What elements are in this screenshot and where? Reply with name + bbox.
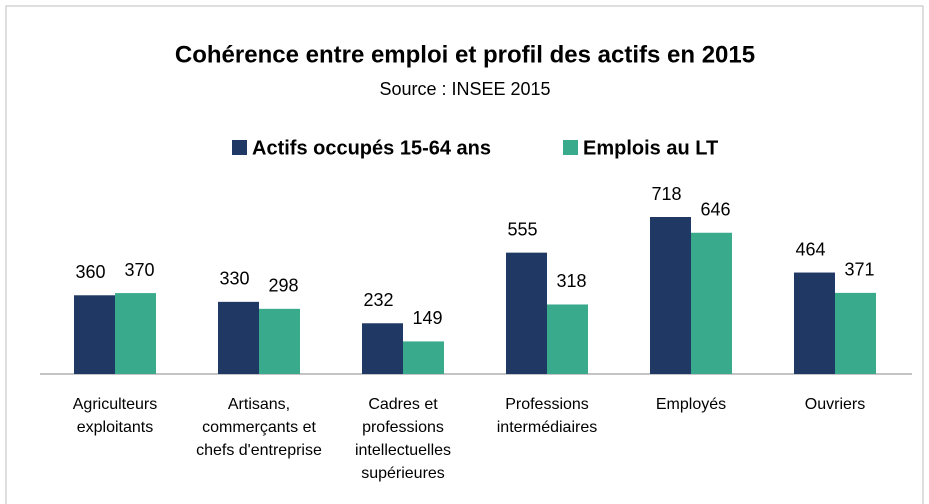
- data-label: 360: [75, 262, 105, 282]
- bar: [218, 301, 259, 374]
- data-label: 555: [507, 219, 537, 239]
- x-tick-label: Employés: [655, 396, 727, 413]
- data-label: 646: [700, 199, 730, 219]
- x-tick-label: Artisans, commerçants et chefs d'entrepr…: [196, 396, 322, 459]
- legend-swatch: [232, 140, 247, 155]
- bar: [794, 272, 835, 374]
- bar: [74, 295, 115, 374]
- data-label: 232: [363, 290, 393, 310]
- bar: [362, 323, 403, 374]
- bar: [547, 304, 588, 374]
- data-label: 371: [844, 260, 874, 280]
- bar: [691, 232, 732, 374]
- data-label: 370: [124, 260, 154, 280]
- data-label: 718: [651, 184, 681, 204]
- x-tick-label: Cadres et professions intellectuelles su…: [354, 396, 452, 482]
- bar: [259, 308, 300, 374]
- frame: [5, 5, 924, 504]
- data-label: 318: [556, 271, 586, 291]
- bar: [115, 293, 156, 374]
- bar: [650, 217, 691, 374]
- chart-title: Cohérence entre emploi et profil des act…: [175, 41, 755, 68]
- x-tick-label: Agriculteurs exploitants: [72, 396, 158, 436]
- bar: [403, 341, 444, 374]
- bar: [506, 252, 547, 374]
- bar: [835, 292, 876, 374]
- legend-label: Actifs occupés 15-64 ans: [252, 137, 491, 159]
- data-label: 149: [412, 308, 442, 328]
- data-label: 298: [268, 276, 298, 296]
- legend-swatch: [563, 140, 578, 155]
- x-tick-label: Ouvriers: [804, 396, 866, 413]
- x-tick-label: Professions intermédiaires: [496, 396, 598, 436]
- chart-subtitle: Source : INSEE 2015: [379, 79, 550, 99]
- data-label: 330: [219, 269, 249, 289]
- legend-label: Emplois au LT: [583, 137, 718, 159]
- data-label: 464: [795, 239, 825, 259]
